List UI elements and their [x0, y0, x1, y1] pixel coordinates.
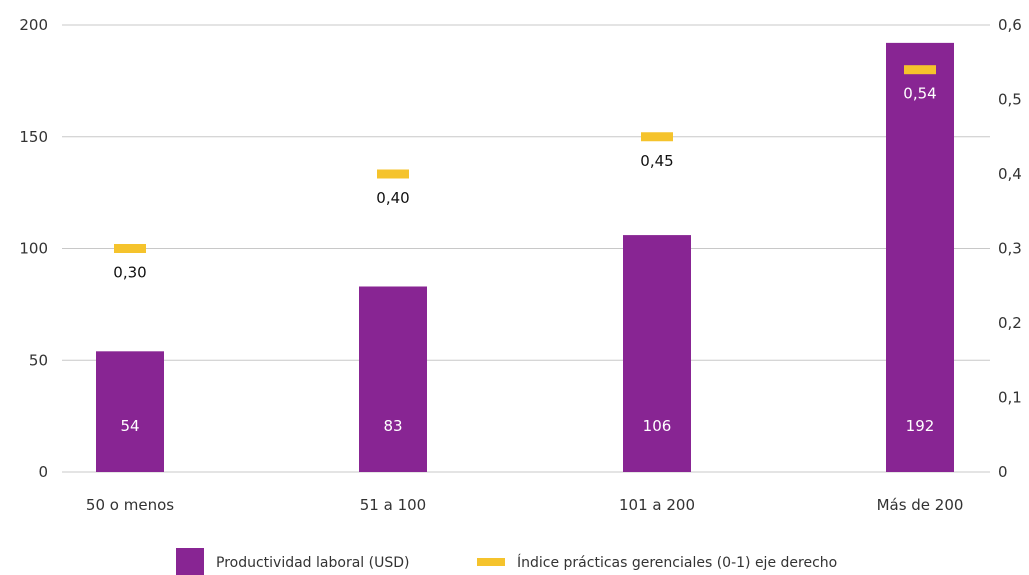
category-label: 101 a 200	[619, 496, 695, 514]
left-axis-ticks: 0 50 100 150 200	[19, 16, 48, 481]
category-label: 51 a 100	[360, 496, 426, 514]
right-tick-label: 0,6	[998, 16, 1022, 34]
legend-swatch-marker	[477, 558, 505, 566]
index-marker	[641, 132, 673, 142]
left-tick-label: 50	[29, 351, 48, 369]
left-tick-label: 200	[19, 16, 48, 34]
index-value-label: 0,40	[376, 189, 409, 207]
category-label: 50 o menos	[86, 496, 174, 514]
index-value-label: 0,45	[640, 152, 673, 170]
index-marker	[377, 169, 409, 179]
bar	[96, 351, 164, 472]
right-tick-label: 0	[998, 463, 1008, 481]
bars: 54 83 106 192	[96, 42, 954, 472]
category-label: Más de 200	[877, 496, 964, 514]
markers: 0,30 0,40 0,45 0,54	[113, 65, 937, 282]
legend: Productividad laboral (USD) Índice prácti…	[176, 548, 837, 575]
bar-value-label: 54	[120, 417, 139, 435]
right-tick-label: 0,1	[998, 389, 1022, 407]
left-tick-label: 150	[19, 128, 48, 146]
legend-label-productividad: Productividad laboral (USD)	[216, 555, 409, 571]
index-value-label: 0,54	[903, 85, 936, 103]
bar	[359, 286, 427, 472]
index-marker	[904, 65, 936, 75]
index-marker	[114, 244, 146, 253]
index-value-label: 0,30	[113, 264, 146, 282]
bar	[623, 235, 691, 472]
gridlines	[62, 24, 990, 473]
right-tick-label: 0,4	[998, 165, 1022, 183]
bar-value-label: 106	[643, 417, 672, 435]
right-tick-label: 0,2	[998, 314, 1022, 332]
bar-value-label: 192	[906, 417, 935, 435]
right-tick-label: 0,3	[998, 240, 1022, 258]
left-tick-label: 0	[38, 463, 48, 481]
left-tick-label: 100	[19, 240, 48, 258]
right-tick-label: 0,5	[998, 91, 1022, 109]
bar	[886, 42, 954, 472]
x-axis-ticks: 50 o menos 51 a 100 101 a 200 Más de 200	[86, 496, 964, 514]
legend-label-indice: Índice prácticas gerenciales (0-1) eje d…	[517, 554, 837, 571]
bar-value-label: 83	[383, 417, 402, 435]
right-axis-ticks: 0 0,1 0,2 0,3 0,4 0,5 0,6	[998, 16, 1022, 481]
legend-swatch-bar	[176, 548, 204, 575]
